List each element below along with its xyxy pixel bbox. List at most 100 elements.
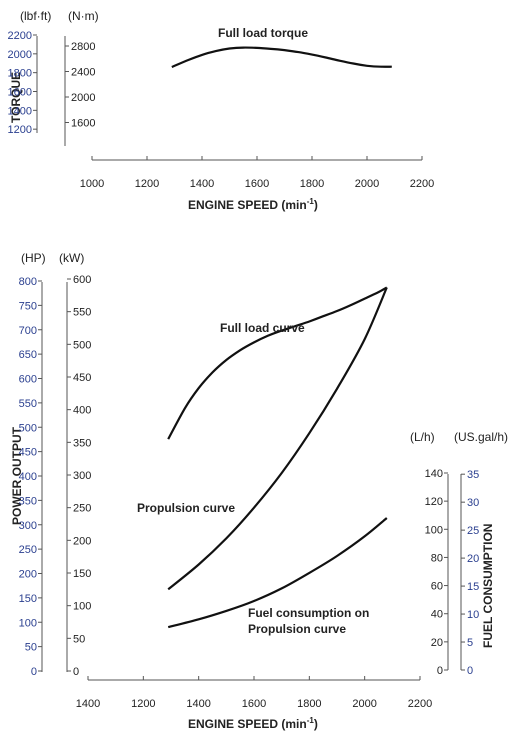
power-kw-tick-label: 400 (73, 405, 91, 417)
fuel-lh-tick-label: 20 (431, 637, 443, 649)
power-kw-tick-label: 200 (73, 535, 91, 547)
power-x-tick-label: 1400 (76, 698, 100, 710)
fuel-lh-tick-label: 140 (425, 468, 443, 480)
power-hp-tick-label: 50 (25, 642, 37, 654)
fuel-lh-ticks: 140 120 100 80 60 40 20 0 (425, 468, 448, 677)
power-kw-tick-label: 350 (73, 437, 91, 449)
power-x-tick-label: 1800 (297, 698, 321, 710)
fuel-gal-tick-label: 30 (467, 497, 479, 509)
torque-x-tick-label: 2000 (355, 178, 379, 190)
power-hp-tick-label: 200 (19, 569, 37, 581)
power-unit-kw: (kW) (59, 251, 84, 265)
torque-unit-nm: (N·m) (68, 9, 99, 23)
fuel-curve-label-line2: Propulsion curve (248, 622, 346, 636)
fuel-gal-tick-label: 20 (467, 553, 479, 565)
torque-unit-lbfft: (lbf·ft) (20, 9, 51, 23)
propulsion-curve-label: Propulsion curve (137, 501, 235, 515)
power-ylabel: POWER OUTPUT (10, 426, 24, 525)
torque-x-tick-label: 1600 (245, 178, 269, 190)
fuel-lh-tick-label: 120 (425, 496, 443, 508)
torque-nm-tick-label: 1600 (71, 118, 95, 130)
fuel-gal-tick-label: 0 (467, 665, 473, 677)
power-kw-tick-label: 50 (73, 633, 85, 645)
fuel-lh-tick-label: 60 (431, 581, 443, 593)
power-xlabel-close: ) (314, 717, 318, 731)
torque-xlabel-sup: -1 (307, 197, 315, 206)
power-hp-tick-label: 600 (19, 374, 37, 386)
fuel-lh-tick-label: 80 (431, 552, 443, 564)
power-xlabel-sup: -1 (307, 716, 315, 725)
torque-x-tick-label: 1200 (135, 178, 159, 190)
torque-lbfft-tick-label: 1400 (8, 105, 32, 117)
power-kw-tick-label: 550 (73, 307, 91, 319)
full-load-curve-label: Full load curve (220, 321, 305, 335)
power-kw-tick-label: 0 (73, 666, 79, 678)
power-hp-tick-label: 650 (19, 349, 37, 361)
power-kw-tick-label: 250 (73, 503, 91, 515)
torque-x-tick-label: 1800 (300, 178, 324, 190)
torque-xlabel: ENGINE SPEED (min-1) (188, 197, 318, 212)
power-hp-tick-label: 750 (19, 300, 37, 312)
fuel-gal-tick-label: 15 (467, 581, 479, 593)
power-hp-tick-label: 700 (19, 325, 37, 337)
torque-lbfft-ticks: 2200 2000 1800 1600 1400 1200 (8, 30, 37, 136)
power-hp-tick-label: 550 (19, 398, 37, 410)
power-hp-tick-label: 300 (19, 520, 37, 532)
power-kw-tick-label: 600 (73, 274, 91, 286)
power-x-tick-label: 1200 (131, 698, 155, 710)
torque-ylabel: TORQUE (9, 72, 23, 123)
torque-series-label: Full load torque (218, 26, 308, 40)
power-kw-tick-label: 300 (73, 470, 91, 482)
power-kw-tick-label: 450 (73, 372, 91, 384)
full-load-torque-line (171, 46, 392, 69)
torque-xlabel-close: ) (314, 198, 318, 212)
power-xlabel-text: ENGINE SPEED (min (188, 717, 307, 731)
power-x-tick-label: 1600 (242, 698, 266, 710)
fuel-unit-lh: (L/h) (410, 430, 435, 444)
fuel-consumption-line (167, 517, 388, 629)
power-hp-tick-label: 100 (19, 617, 37, 629)
fuel-gal-tick-label: 25 (467, 525, 479, 537)
power-kw-tick-label: 100 (73, 601, 91, 613)
torque-nm-tick-label: 2800 (71, 41, 95, 53)
torque-x-tick-label: 2200 (410, 178, 434, 190)
power-x-tick-label: 2000 (352, 698, 376, 710)
torque-xlabel-text: ENGINE SPEED (min (188, 198, 307, 212)
torque-lbfft-tick-label: 2200 (8, 30, 32, 42)
power-hp-tick-label: 150 (19, 593, 37, 605)
torque-nm-tick-label: 2400 (71, 67, 95, 79)
power-hp-tick-label: 450 (19, 447, 37, 459)
torque-nm-ticks: 2800 2400 2000 1600 (65, 41, 95, 130)
power-hp-tick-label: 0 (31, 666, 37, 678)
fuel-lh-tick-label: 0 (437, 665, 443, 677)
power-xlabel: ENGINE SPEED (min-1) (188, 716, 318, 731)
fuel-gal-ticks: 35 30 25 20 15 10 5 0 (461, 469, 479, 677)
torque-lbfft-tick-label: 1200 (8, 124, 32, 136)
fuel-unit-gal: (US.gal/h) (454, 430, 508, 444)
fuel-curve-label-line1: Fuel consumption on (248, 606, 369, 620)
torque-lbfft-tick-label: 1600 (8, 87, 32, 99)
power-hp-tick-label: 250 (19, 544, 37, 556)
torque-x-ticks: 1000 1200 1400 1600 1800 2000 2200 (80, 156, 434, 190)
power-x-tick-label: 2200 (408, 698, 432, 710)
torque-x-tick-label: 1000 (80, 178, 104, 190)
power-x-tick-label: 1400 (186, 698, 210, 710)
torque-nm-tick-label: 2000 (71, 92, 95, 104)
torque-chart: (lbf·ft) (N·m) TORQUE 2200 2000 1800 1600 14… (8, 9, 435, 212)
fuel-gal-tick-label: 5 (467, 637, 473, 649)
power-chart: (HP) (kW) POWER OUTPUT 80075070065060055… (10, 251, 508, 731)
torque-x-tick-label: 1400 (190, 178, 214, 190)
fuel-gal-tick-label: 35 (467, 469, 479, 481)
torque-lbfft-tick-label: 1800 (8, 68, 32, 80)
fuel-lh-tick-label: 40 (431, 609, 443, 621)
power-kw-tick-label: 150 (73, 568, 91, 580)
power-x-ticks: 1400 1200 1400 1600 1800 2000 2200 (76, 676, 432, 710)
torque-lbfft-tick-label: 2000 (8, 49, 32, 61)
power-kw-tick-label: 500 (73, 339, 91, 351)
power-hp-ticks: 8007507006506005505004504003503002502001… (19, 276, 42, 678)
fuel-lh-tick-label: 100 (425, 524, 443, 536)
power-unit-hp: (HP) (21, 251, 46, 265)
propulsion-curve-line (167, 287, 388, 591)
